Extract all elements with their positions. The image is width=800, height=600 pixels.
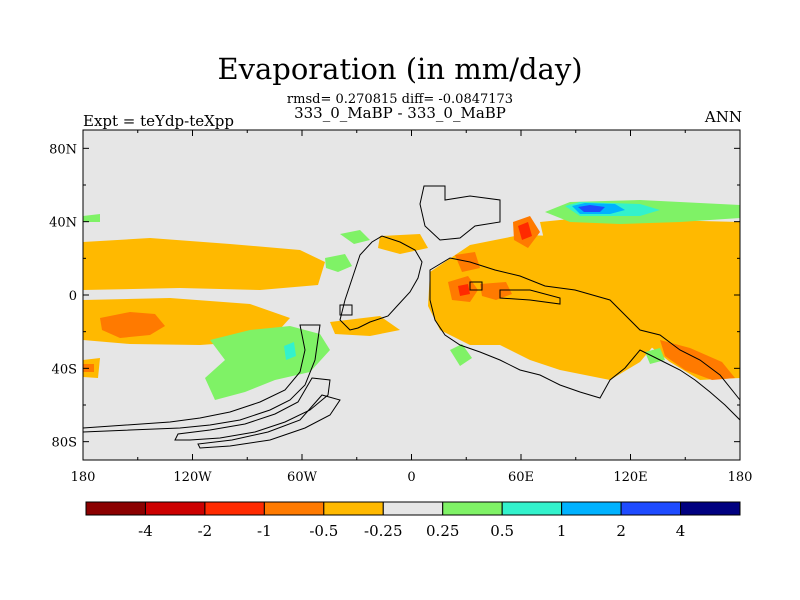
colorbar-swatch <box>85 501 146 516</box>
x-tick-label: 60W <box>287 470 318 485</box>
coastline-south-continent-1 <box>83 324 321 433</box>
rmsd-diff-stats: rmsd= 0.270815 diff= -0.0847173 <box>286 92 514 107</box>
x-tick-label: 120W <box>173 470 212 485</box>
x-tick-label: 180 <box>728 470 753 485</box>
chart-title: Evaporation (in mm/day) <box>217 52 583 86</box>
colorbar-swatch <box>561 501 622 516</box>
region-green-small-west <box>83 214 100 222</box>
region-orange-west-pacific <box>100 312 165 338</box>
region-green-southeast-pacific <box>205 326 330 400</box>
region-orange-south-pacific <box>660 340 735 380</box>
region-green-atlantic <box>325 254 352 272</box>
colorbar-label: -0.25 <box>364 522 402 540</box>
colorbar-label: -0.5 <box>309 522 338 540</box>
region-deep-blue-siberia <box>578 205 605 212</box>
colorbar-label: 4 <box>676 522 686 540</box>
coastline-island-1 <box>469 281 483 291</box>
colorbar-label: 1 <box>557 522 567 540</box>
x-tick-label: 60E <box>508 470 534 485</box>
region-green-africa <box>450 344 472 366</box>
region-neg-west-pacific-north <box>83 238 325 290</box>
colorbar-swatch <box>144 501 206 516</box>
y-tick-label: 0 <box>69 289 77 304</box>
coastline-island-2 <box>499 289 561 305</box>
colorbar-swatch <box>323 501 384 516</box>
colorbar-swatch <box>382 501 444 516</box>
coastline-island-3 <box>339 304 353 316</box>
season-label: ANN <box>704 108 742 126</box>
x-tick-label: 0 <box>407 470 415 485</box>
region-red-north-africa <box>458 284 470 296</box>
colorbar-swatch <box>680 501 741 516</box>
evaporation-field <box>83 130 740 460</box>
colorbar-label: 2 <box>616 522 626 540</box>
region-neg-northeast-band <box>540 216 740 248</box>
colorbar-swatch <box>263 501 325 516</box>
experiment-subtitle: 333_0_MaBP - 333_0_MaBP <box>294 104 506 122</box>
region-red-central-asia <box>518 222 532 240</box>
x-tick-label: 120E <box>613 470 647 485</box>
coastline-laurasia <box>419 185 501 241</box>
experiment-label: Expt = teYdp-teXpp <box>83 112 235 130</box>
region-orange-east-africa <box>480 282 512 300</box>
colorbar-label: -4 <box>138 522 153 540</box>
coastline-gondwana <box>429 257 740 421</box>
x-axis: 180 120W 60W 0 60E 120E 180 <box>71 130 753 485</box>
colorbar-swatch <box>501 501 563 516</box>
coastline-south-continent-3 <box>197 394 341 449</box>
y-tick-label: 80S <box>52 436 77 451</box>
y-tick-label: 40S <box>52 362 77 377</box>
colorbar-label: 0.25 <box>426 522 459 540</box>
colorbar-label: -1 <box>257 522 272 540</box>
colorbar-label: -2 <box>198 522 213 540</box>
coastline-north-america <box>339 235 423 331</box>
colorbar-label: 0.5 <box>490 522 514 540</box>
region-neg-atlantic <box>330 316 400 336</box>
region-cyan-south-america-coast <box>284 342 296 360</box>
coastline-south-continent-2 <box>174 377 331 441</box>
colorbar-swatch <box>620 501 682 516</box>
colorbar-swatch <box>442 501 503 516</box>
y-tick-label: 80N <box>49 142 77 157</box>
region-neg-asia-africa <box>428 230 740 380</box>
x-tick-label: 180 <box>71 470 96 485</box>
colorbar: -4 -2 -1 -0.5 -0.25 0.25 0.5 1 2 4 <box>85 501 741 540</box>
y-tick-label: 40N <box>49 216 77 231</box>
colorbar-swatch <box>204 501 265 516</box>
region-green-north-atlantic <box>340 230 370 244</box>
y-axis: 80N 40N 0 40S 80S <box>49 142 740 451</box>
coastlines <box>83 185 740 449</box>
